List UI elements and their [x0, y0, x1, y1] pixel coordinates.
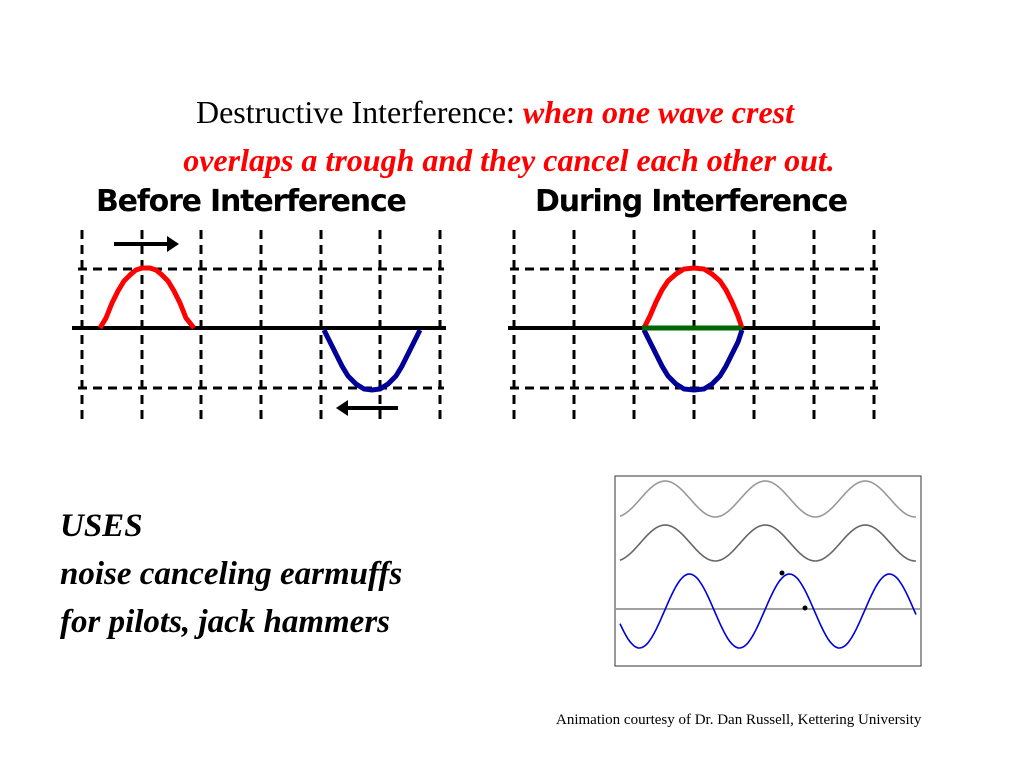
animation-frame — [614, 475, 922, 667]
during-crest-wave — [641, 265, 745, 330]
uses-heading: USES — [60, 508, 143, 544]
during-interference-diagram — [508, 230, 880, 424]
animation-wave-light — [619, 480, 917, 518]
animation-wave-dark — [619, 524, 917, 562]
before-trough-wave — [321, 328, 423, 393]
before-crest-wave — [97, 265, 196, 330]
uses-item-earmuffs: noise canceling earmuffs — [60, 556, 403, 592]
title-definition-part-1: when one wave crest — [522, 94, 794, 130]
wave-animation — [614, 475, 922, 667]
animation-marker-dot-2 — [802, 605, 808, 611]
animation-marker-dot-1 — [779, 570, 785, 576]
slide-title-line-2: overlaps a trough and they cancel each o… — [0, 140, 1018, 180]
uses-item-pilots: for pilots, jack hammers — [60, 604, 391, 640]
title-term: Destructive Interference: — [195, 94, 523, 130]
before-interference-label: Before Interference — [96, 184, 407, 219]
during-interference-label: During Interference — [535, 184, 848, 219]
left-arrow-icon — [336, 400, 398, 416]
before-interference-diagram — [72, 230, 446, 424]
title-definition-part-2: overlaps a trough and they cancel each o… — [183, 142, 835, 178]
animation-credit: Animation courtesy of Dr. Dan Russell, K… — [556, 712, 922, 728]
animation-wave-sum — [619, 573, 917, 649]
slide-title-line-1: Destructive Interference: when one wave … — [0, 92, 990, 132]
during-trough-wave — [641, 328, 745, 393]
right-arrow-icon — [114, 236, 179, 252]
